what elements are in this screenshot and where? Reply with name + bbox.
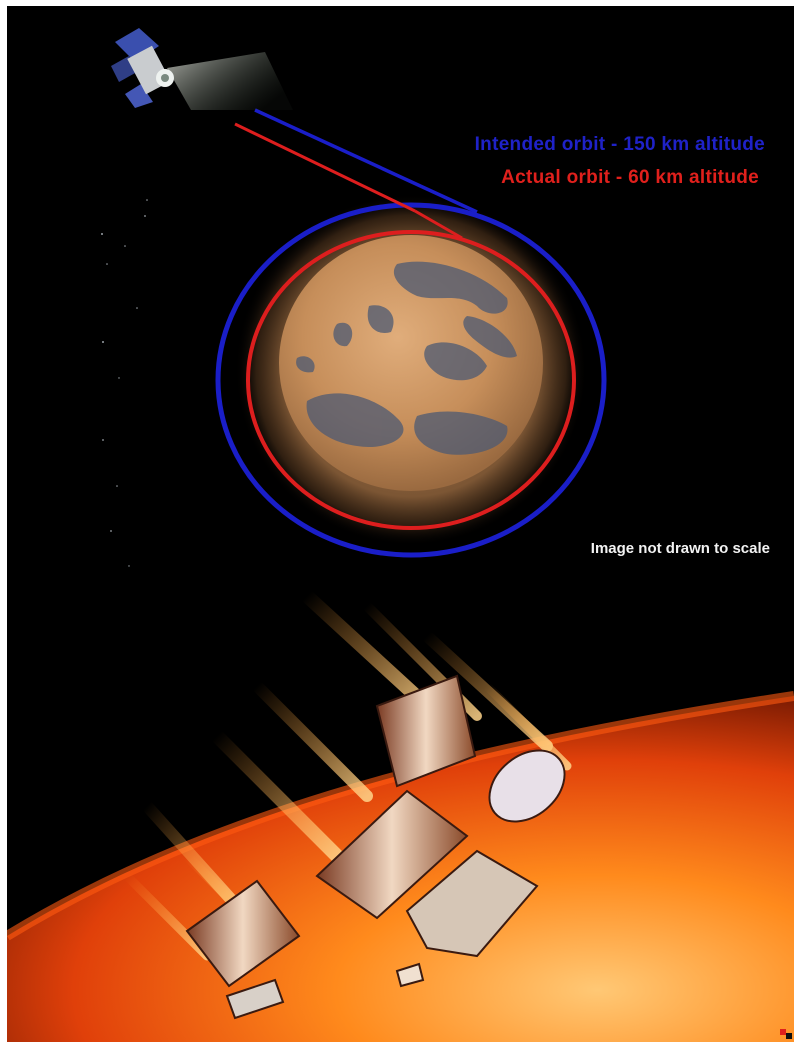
breakup-scene-panel bbox=[7, 576, 794, 1042]
spacecraft-icon bbox=[111, 28, 293, 110]
scale-note: Image not drawn to scale bbox=[590, 540, 770, 557]
actual-trajectory bbox=[234, 122, 416, 213]
intended-orbit bbox=[215, 202, 607, 558]
intended-orbit-label: Intended orbit - 150 km altitude bbox=[474, 134, 765, 155]
actual-orbit bbox=[246, 230, 576, 530]
breakup-scene-art bbox=[7, 589, 794, 1042]
starfield bbox=[101, 199, 148, 567]
orbit-diagram-art bbox=[101, 28, 607, 567]
actual-orbit-label: Actual orbit - 60 km altitude bbox=[501, 167, 759, 188]
burning-spacecraft bbox=[185, 674, 566, 1020]
corner-mark bbox=[780, 1029, 792, 1039]
intended-trajectory bbox=[254, 108, 478, 214]
orbit-diagram-panel: Intended orbit - 150 km altitude Actual … bbox=[7, 6, 794, 576]
mars-planet bbox=[279, 235, 543, 491]
